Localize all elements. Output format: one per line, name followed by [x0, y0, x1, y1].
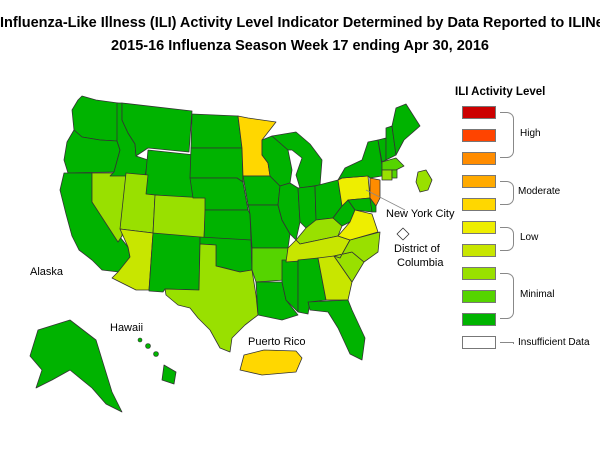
region-new-york-city [415, 169, 433, 193]
legend-label-low: Low [520, 232, 539, 243]
state-new-mexico [148, 232, 201, 293]
state-wyoming [143, 149, 196, 199]
map-title: Influenza-Like Illness (ILI) Activity Le… [0, 15, 600, 31]
state-arkansas [251, 247, 289, 283]
legend-swatch-insufficient [462, 336, 496, 349]
legend-title: ILI Activity Level [455, 86, 546, 98]
state-rhode-island [391, 169, 398, 179]
legend-bracket-high [500, 112, 514, 158]
region-district-of-columbia [396, 227, 410, 241]
legend-label-high: High [520, 128, 541, 139]
legend-label-minimal: Minimal [520, 289, 555, 300]
state-hawaii [161, 364, 177, 385]
legend-swatch-7 [462, 175, 496, 188]
label-hawaii: Hawaii [110, 322, 144, 334]
state-alaska [29, 319, 123, 413]
label-dc-line2: Columbia [397, 257, 444, 269]
legend-bracket-moderate [500, 181, 514, 205]
state-south-dakota [189, 147, 244, 183]
state-georgia [317, 255, 353, 301]
legend-swatch-10 [462, 106, 496, 119]
legend-swatch-5 [462, 221, 496, 234]
state-connecticut [381, 169, 393, 181]
legend-bracket-low [500, 227, 514, 251]
legend-swatch-2 [462, 290, 496, 303]
hawaii-islands [137, 337, 159, 357]
state-colorado [152, 194, 207, 239]
state-new-york [337, 139, 383, 181]
state-texas [164, 243, 259, 353]
legend-swatch-6 [462, 198, 496, 211]
legend-label-insufficient: Insufficient Data [518, 337, 590, 348]
map-subtitle: 2015-16 Influenza Season Week 17 ending … [111, 38, 489, 54]
state-new-jersey [369, 177, 381, 207]
label-dc-line1: District of [394, 243, 440, 255]
label-puerto-rico: Puerto Rico [248, 336, 306, 348]
legend-swatch-4 [462, 244, 496, 257]
nyc-leader-line [365, 189, 406, 211]
state-maine [391, 103, 421, 156]
legend-bracket-minimal [500, 273, 514, 319]
state-florida [307, 299, 366, 361]
state-north-dakota [190, 113, 243, 149]
legend-label-moderate: Moderate [518, 186, 561, 197]
legend-swatch-3 [462, 267, 496, 280]
legend-swatch-8 [462, 152, 496, 165]
state-massachusetts [381, 157, 405, 171]
legend-swatch-1 [462, 313, 496, 326]
state-virginia [337, 209, 379, 241]
state-montana [121, 102, 193, 157]
legend-bracket-insufficient [500, 342, 514, 344]
label-new-york-city: New York City [386, 208, 455, 220]
label-alaska: Alaska [30, 266, 64, 278]
state-kansas [203, 209, 252, 241]
territory-puerto-rico [239, 349, 303, 376]
legend-swatch-9 [462, 129, 496, 142]
